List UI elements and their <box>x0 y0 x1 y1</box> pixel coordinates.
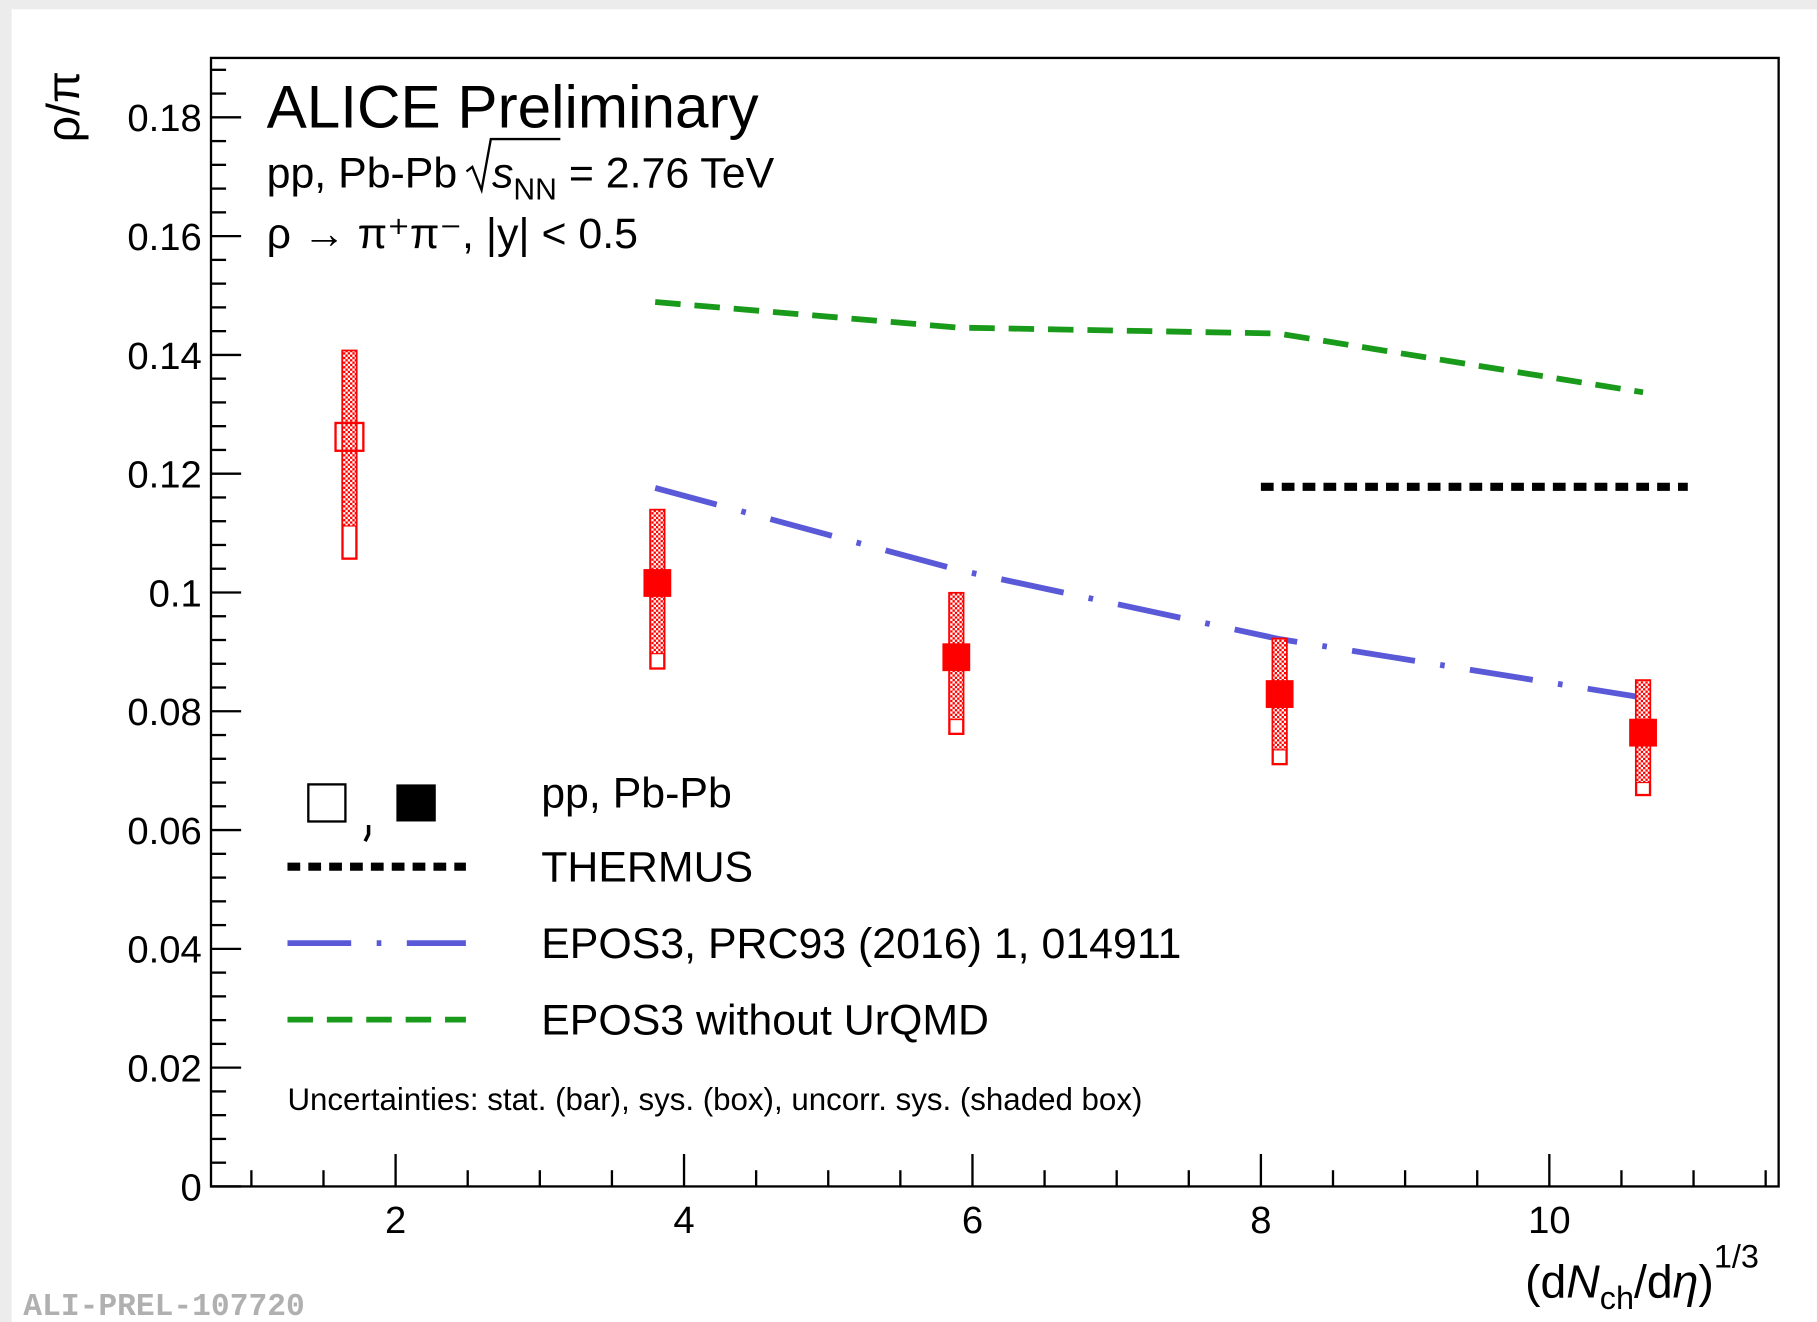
legend-label: THERMUS <box>541 844 753 892</box>
x-axis-label-part: η <box>1673 1256 1699 1308</box>
radical <box>465 137 561 195</box>
data-point <box>942 643 971 672</box>
y-tick-label: 0.08 <box>127 691 201 734</box>
chart-title: ALICE Preliminary <box>267 72 759 140</box>
x-tick-label: 8 <box>1250 1199 1271 1242</box>
x-tick-label: 4 <box>673 1199 694 1242</box>
y-tick-label: 0.18 <box>127 97 201 140</box>
data-point <box>1629 718 1657 747</box>
y-tick-label: 0.02 <box>127 1048 201 1091</box>
x-tick-label: 10 <box>1528 1199 1571 1242</box>
legend-marker-open <box>307 783 347 823</box>
data-point <box>1265 680 1294 708</box>
subtitle-var: s <box>492 150 513 198</box>
uncorr-sys-box <box>341 350 357 527</box>
canvas <box>11 9 1817 1322</box>
x-axis-label-part: ) <box>1698 1256 1713 1308</box>
x-axis-label-part: 1/3 <box>1714 1239 1759 1275</box>
data-point <box>643 569 672 597</box>
x-axis-label: (dNch/dη)1/3 <box>1525 1239 1759 1317</box>
model-line <box>654 485 1644 701</box>
y-tick-label: 0.06 <box>127 810 201 853</box>
y-axis-label: ρ/π <box>37 71 89 142</box>
y-tick-label: 0.14 <box>127 335 201 378</box>
y-tick-label: 0.12 <box>127 454 201 497</box>
x-tick-label: 2 <box>385 1199 406 1242</box>
subtitle-suffix: = 2.76 TeV <box>557 150 775 198</box>
subtitle: pp, Pb-Pb <box>267 150 458 198</box>
x-axis-label-part: /d <box>1634 1256 1673 1308</box>
x-axis-label-part: N <box>1566 1256 1600 1308</box>
watermark: ALI-PREL-107720 <box>23 1290 304 1322</box>
subtitle: sNN = 2.76 TeV <box>492 150 775 207</box>
data-point <box>334 421 365 452</box>
legend-comma <box>363 824 371 842</box>
x-tick-label: 6 <box>962 1199 983 1242</box>
x-axis-label-part: (d <box>1525 1256 1566 1308</box>
y-tick-label: 0.16 <box>127 216 201 259</box>
x-axis-label-part: ch <box>1600 1280 1634 1316</box>
subtitle-sub: NN <box>513 173 557 206</box>
legend-label: EPOS3 without UrQMD <box>541 997 989 1045</box>
y-tick-label: 0 <box>180 1166 201 1209</box>
note: Uncertainties: stat. (bar), sys. (box), … <box>287 1082 1142 1117</box>
legend-marker-filled <box>396 784 436 822</box>
legend-label: pp, Pb-Pb <box>541 770 732 818</box>
y-tick-label: 0.04 <box>127 929 201 972</box>
model-line <box>654 299 1644 396</box>
legend-label: EPOS3, PRC93 (2016) 1, 014911 <box>541 920 1181 968</box>
plot-frame <box>209 56 1780 1188</box>
y-tick-label: 0.1 <box>149 572 202 615</box>
decay-label: ρ → π⁺π⁻, |y| < 0.5 <box>267 210 638 258</box>
